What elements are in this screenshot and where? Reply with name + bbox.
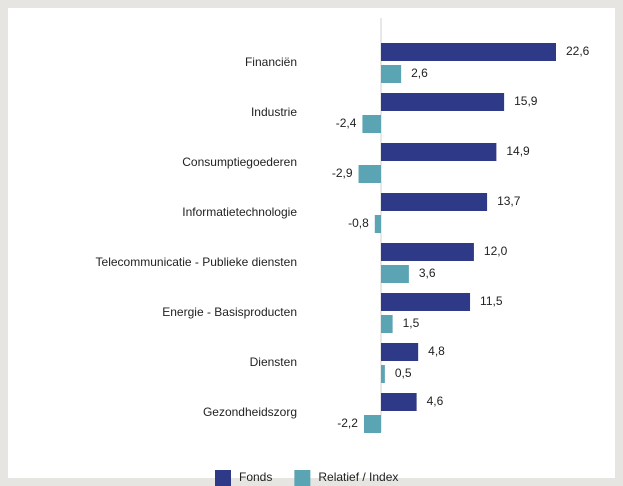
bar [374,215,381,233]
bar [358,165,381,183]
bar [381,93,505,111]
data-label: 4,6 [427,394,444,408]
data-label: -0,8 [348,216,369,230]
data-label: -2,2 [337,416,358,430]
data-label: -2,4 [336,116,357,130]
category-label: Industrie [251,105,297,119]
data-label: 15,9 [514,94,538,108]
bar [381,315,393,333]
legend-swatch [294,470,311,486]
category-label: Energie - Basisproducten [162,305,297,319]
data-label: 4,8 [428,344,445,358]
bar [381,293,471,311]
legend-swatch [215,470,231,486]
bar [381,265,409,283]
category-label: Consumptiegoederen [182,155,297,169]
bar [362,115,381,133]
bar [381,193,488,211]
category-label: Gezondheidszorg [203,405,297,419]
legend-label: Fonds [239,470,272,484]
category-label: Diensten [250,355,297,369]
bar [381,43,556,61]
bar [363,415,381,433]
category-label: Telecommunicatie - Publieke diensten [96,255,297,269]
category-label: Informatietechnologie [182,205,297,219]
data-label: 22,6 [566,44,590,58]
legend-label: Relatief / Index [318,470,398,484]
data-label: 14,9 [506,144,530,158]
bar [381,65,402,83]
bar [381,393,417,411]
data-label: -2,9 [332,166,353,180]
data-label: 0,5 [395,366,412,380]
data-label: 12,0 [484,244,508,258]
data-label: 13,7 [497,194,521,208]
panel [8,8,615,478]
data-label: 2,6 [411,66,428,80]
data-label: 3,6 [419,266,436,280]
bar [381,143,497,161]
data-label: 1,5 [403,316,420,330]
bar [381,243,474,261]
bar [381,365,385,383]
data-label: 11,5 [480,294,503,308]
category-label: Financiën [245,55,297,69]
bar [381,343,419,361]
